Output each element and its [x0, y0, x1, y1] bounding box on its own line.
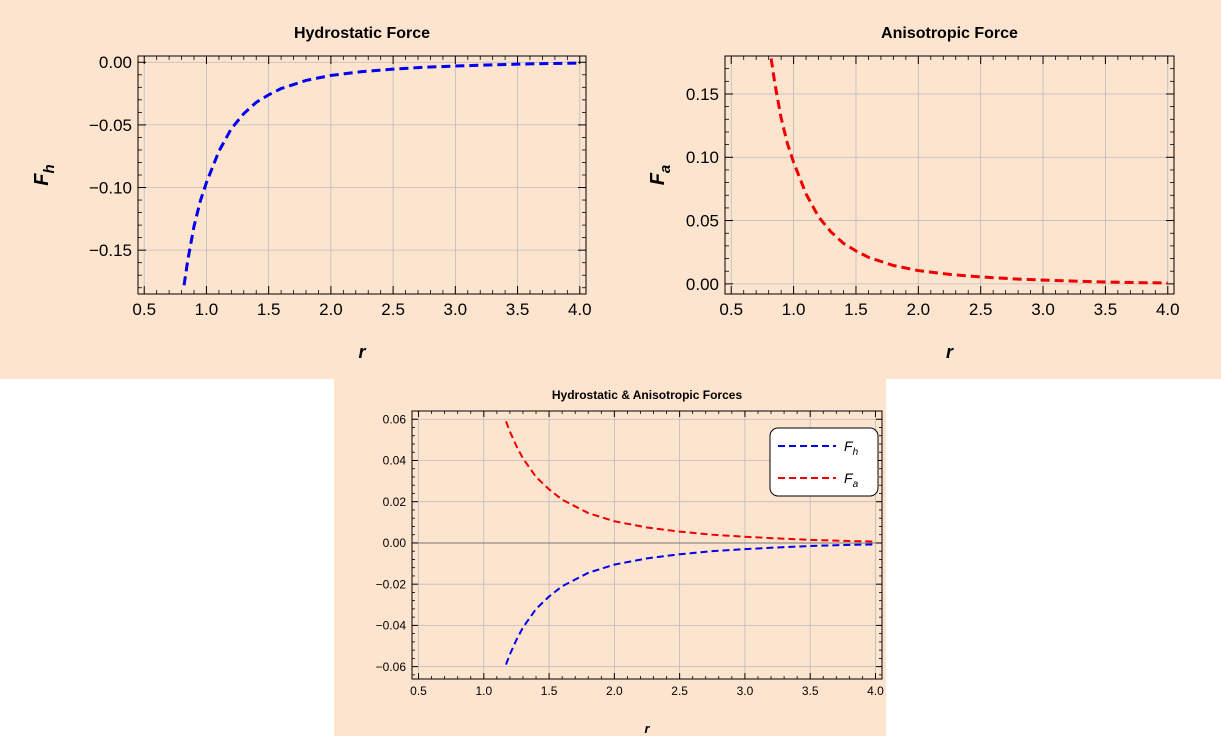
x-tick-label: 1.0 — [475, 684, 492, 698]
x-tick-label: 1.5 — [541, 684, 558, 698]
x-tick-label: 3.0 — [444, 300, 468, 319]
x-tick-label: 0.5 — [132, 300, 156, 319]
y-tick-label: 0.00 — [383, 536, 407, 550]
chart-title: Hydrostatic Force — [294, 25, 430, 42]
y-tick-label: 0.10 — [686, 148, 719, 167]
y-tick-label: 0.06 — [383, 412, 407, 426]
legend-label-main: F — [844, 438, 854, 454]
chart-title: Hydrostatic & Anisotropic Forces — [552, 388, 743, 402]
legend-box — [769, 427, 879, 497]
plot-frame — [724, 55, 1175, 295]
x-tick-label: 3.0 — [1031, 300, 1055, 319]
legend-label-sub: h — [853, 447, 859, 458]
y-tick-label: −0.02 — [376, 577, 407, 591]
y-tick-label: −0.05 — [89, 116, 132, 135]
y-tick-label: 0.00 — [99, 53, 132, 72]
y-tick-label: 0.04 — [383, 454, 407, 468]
series-line — [505, 420, 876, 543]
y-axis-label: Fh — [31, 164, 58, 185]
x-tick-label: 3.0 — [737, 684, 754, 698]
x-tick-label: 4.0 — [568, 300, 592, 319]
y-tick-label: 0.02 — [383, 495, 407, 509]
x-tick-label: 0.5 — [719, 300, 743, 319]
legend-label: Fh — [844, 438, 859, 458]
y-tick-label: −0.06 — [376, 660, 407, 674]
y-axis-label-text: Fh — [31, 164, 58, 185]
y-tick-label: −0.15 — [89, 241, 132, 260]
x-tick-label: 0.5 — [410, 684, 427, 698]
x-tick-label: 1.5 — [844, 300, 868, 319]
x-tick-label: 3.5 — [1094, 300, 1118, 319]
x-tick-label: 3.5 — [802, 684, 819, 698]
y-tick-label: 0.00 — [686, 275, 719, 294]
grid — [138, 56, 586, 294]
x-tick-label: 2.0 — [606, 684, 623, 698]
x-tick-label: 3.5 — [506, 300, 530, 319]
series-line — [182, 61, 580, 286]
legend-label-main: F — [844, 470, 854, 486]
y-axis-label-main: F — [647, 172, 669, 185]
y-tick-label: −0.10 — [89, 178, 132, 197]
x-tick-label: 2.0 — [319, 300, 343, 319]
x-tick-label: 1.0 — [782, 300, 806, 319]
y-axis-label-main: F — [31, 173, 53, 186]
grid — [725, 56, 1174, 294]
series-line — [505, 543, 876, 665]
x-tick-label: 2.0 — [906, 300, 930, 319]
x-tick-label: 4.0 — [1156, 300, 1180, 319]
x-axis-label: r — [644, 721, 650, 736]
x-tick-label: 2.5 — [671, 684, 688, 698]
x-tick-label: 4.0 — [867, 684, 884, 698]
top-panel — [0, 0, 1221, 379]
x-axis-label: r — [946, 342, 954, 362]
y-axis-label-sub: h — [41, 164, 58, 173]
y-axis-label-text: Fa — [647, 165, 674, 186]
legend-label: Fa — [844, 470, 859, 490]
x-tick-label: 1.5 — [257, 300, 281, 319]
y-tick-label: −0.04 — [376, 619, 407, 633]
x-axis-label: r — [358, 342, 366, 362]
y-axis-label-sub: a — [657, 165, 674, 173]
series-line — [769, 58, 1168, 285]
x-tick-label: 2.5 — [381, 300, 405, 319]
x-tick-label: 1.0 — [195, 300, 219, 319]
legend-label-sub: a — [853, 479, 859, 490]
x-tick-label: 2.5 — [969, 300, 993, 319]
y-tick-label: 0.15 — [686, 85, 719, 104]
plot-frame — [411, 410, 883, 680]
y-tick-label: 0.05 — [686, 212, 719, 231]
y-axis-label: Fa — [647, 165, 674, 186]
chart-title: Anisotropic Force — [881, 25, 1018, 42]
